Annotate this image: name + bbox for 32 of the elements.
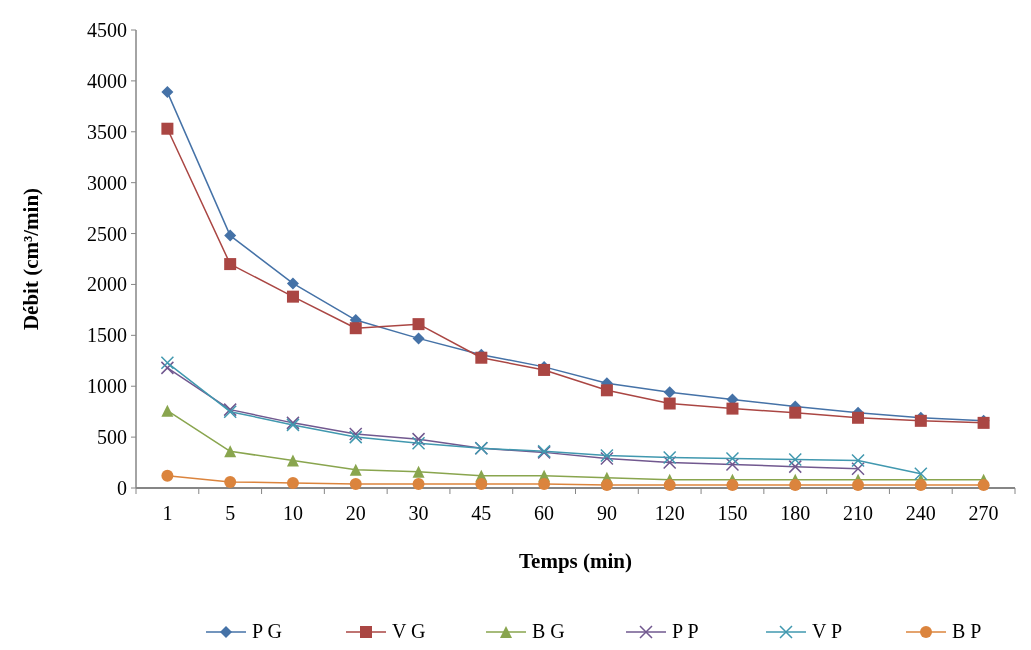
y-tick-label: 1000: [87, 375, 127, 398]
x-tick-label: 240: [905, 502, 936, 524]
x-tick-label: 5: [225, 502, 236, 524]
legend-label: B P: [952, 620, 982, 642]
x-tick-label: 1: [162, 502, 173, 524]
x-tick-label: 20: [345, 502, 366, 524]
y-axis-title: Débit (cm³/min): [19, 187, 43, 331]
y-tick-label: 4500: [87, 19, 127, 41]
x-tick-label: 45: [471, 502, 492, 524]
y-tick-label: 3500: [87, 120, 127, 143]
legend-label: B G: [532, 620, 565, 642]
legend-label: P G: [252, 620, 282, 642]
x-axis-title: Temps (min): [519, 549, 632, 573]
x-tick-label: 120: [654, 502, 685, 524]
x-tick-label: 180: [780, 502, 811, 524]
x-tick-label: 210: [843, 502, 874, 524]
legend-label: V G: [392, 620, 426, 642]
y-tick-label: 1500: [87, 324, 127, 347]
y-tick-label: 0: [117, 477, 127, 499]
x-tick-label: 90: [596, 502, 617, 524]
y-tick-label: 2000: [87, 273, 127, 296]
y-tick-label: 2500: [87, 222, 127, 245]
x-tick-label: 60: [534, 502, 555, 524]
legend-label: P P: [672, 620, 699, 642]
y-tick-label: 3000: [87, 171, 127, 194]
y-tick-label: 500: [97, 426, 127, 449]
legend-label: V P: [812, 620, 843, 642]
x-tick-label: 270: [968, 502, 999, 524]
x-tick-label: 150: [717, 502, 748, 524]
x-tick-label: 30: [408, 502, 429, 524]
x-tick-label: 10: [282, 502, 303, 524]
y-tick-label: 4000: [87, 69, 127, 92]
